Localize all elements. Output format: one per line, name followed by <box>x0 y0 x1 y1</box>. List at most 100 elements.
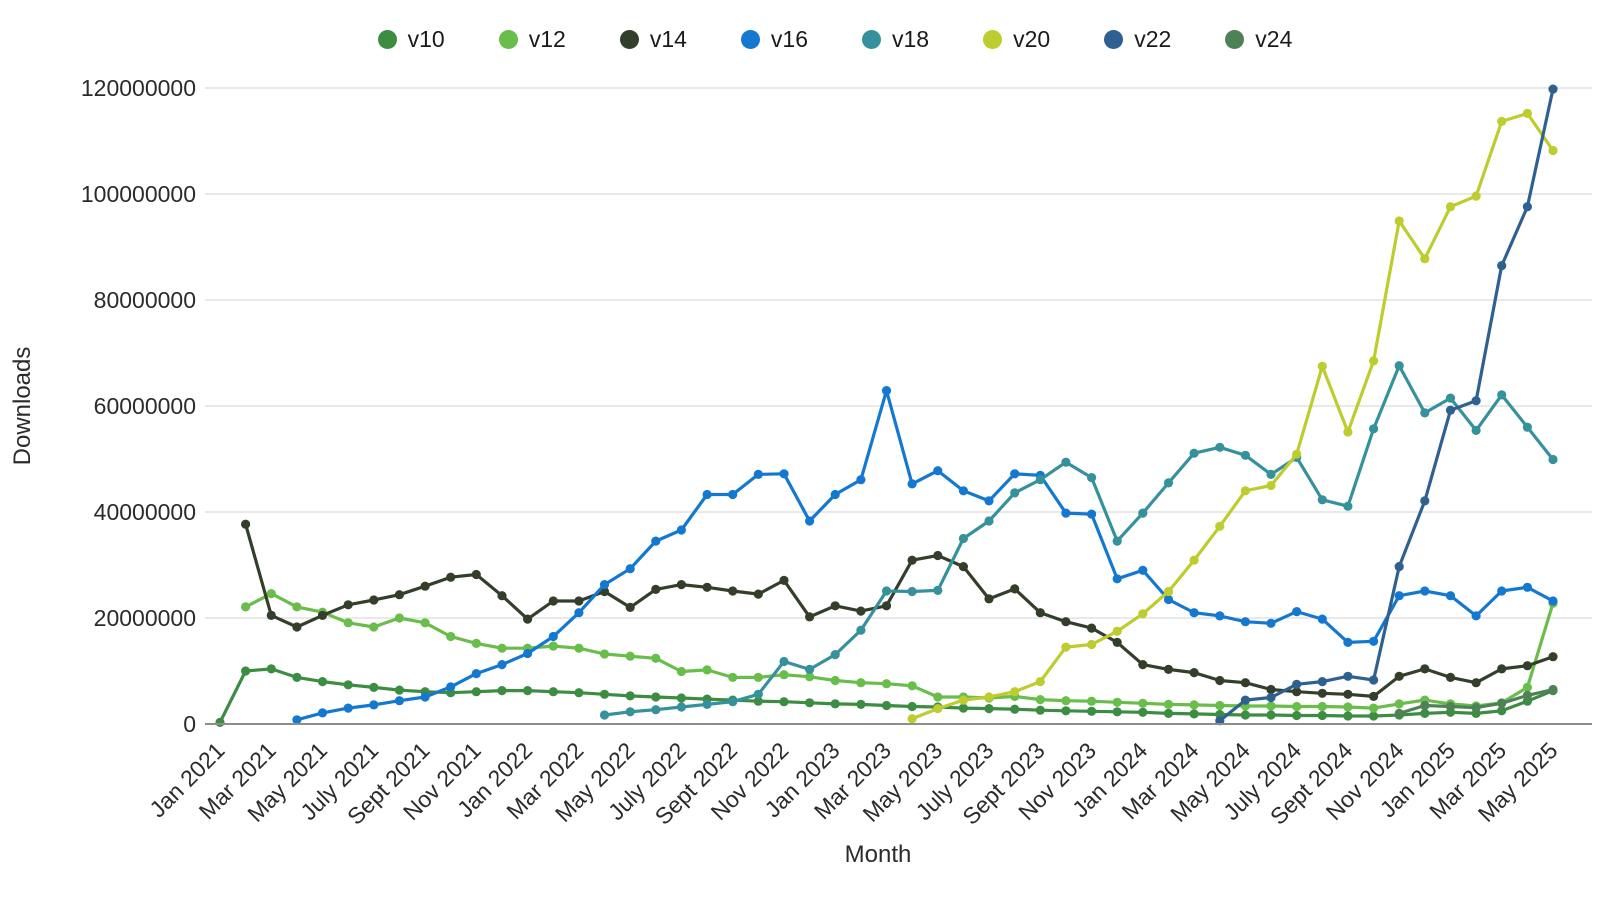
data-point-v10 <box>1343 711 1353 721</box>
data-point-v14 <box>1420 664 1430 674</box>
data-point-v20 <box>1189 555 1199 565</box>
data-point-v18 <box>881 586 892 596</box>
data-point-v16 <box>1394 591 1404 601</box>
data-point-v10 <box>753 696 763 706</box>
data-point-v16 <box>1445 591 1456 601</box>
data-point-v14 <box>1215 675 1225 686</box>
data-point-v16 <box>1420 586 1430 596</box>
data-point-v10 <box>625 691 635 701</box>
data-point-v16 <box>805 516 815 526</box>
data-point-v18 <box>779 656 789 667</box>
data-point-v14 <box>779 575 789 586</box>
data-point-v20 <box>1087 639 1097 650</box>
data-point-v20 <box>1292 449 1302 459</box>
legend-item-v24[interactable]: v24 <box>1225 26 1292 53</box>
data-point-v14 <box>471 569 481 580</box>
data-point-v16 <box>856 475 866 485</box>
legend-item-v16[interactable]: v16 <box>740 26 808 53</box>
data-point-v24 <box>1522 690 1532 701</box>
data-point-v10 <box>574 688 584 698</box>
series-line-v18 <box>602 364 1555 717</box>
series-line-v16 <box>295 389 1555 722</box>
data-point-v16 <box>1138 565 1148 575</box>
data-point-v16 <box>523 648 533 659</box>
data-point-v12 <box>266 589 276 599</box>
data-point-v18 <box>1163 478 1174 488</box>
data-point-v16 <box>548 631 558 642</box>
legend-item-v10[interactable]: v10 <box>377 26 445 53</box>
data-point-v10 <box>1369 711 1379 721</box>
data-point-v14 <box>266 610 276 621</box>
data-point-v10 <box>215 717 225 728</box>
data-point-v14 <box>856 606 866 616</box>
data-point-v16 <box>1189 608 1199 618</box>
data-point-v20 <box>1471 191 1481 201</box>
data-point-v18 <box>1394 361 1404 371</box>
legend-label-v24: v24 <box>1255 26 1293 52</box>
data-point-v12 <box>1394 699 1404 709</box>
data-point-v12 <box>933 692 943 702</box>
data-point-v10 <box>1317 710 1327 721</box>
data-point-v16 <box>830 489 840 500</box>
data-point-v12 <box>676 666 687 677</box>
data-point-v14 <box>1240 678 1250 688</box>
y-tick-label: 40000000 <box>94 499 196 525</box>
legend-swatch-v18 <box>862 30 881 49</box>
data-point-v22 <box>1394 562 1404 572</box>
legend-item-v18[interactable]: v18 <box>862 26 929 53</box>
legend-item-v14[interactable]: v14 <box>619 26 687 53</box>
data-point-v16 <box>1343 637 1353 648</box>
data-point-v12 <box>343 618 353 628</box>
legend-label-v12: v12 <box>528 26 566 52</box>
data-point-v12 <box>574 643 584 653</box>
data-point-v16 <box>907 479 917 489</box>
data-point-v12 <box>599 649 610 659</box>
data-point-v12 <box>1112 697 1122 707</box>
data-point-v12 <box>1163 699 1174 710</box>
data-point-v14 <box>625 602 635 613</box>
data-point-v14 <box>1343 689 1353 699</box>
data-point-v10 <box>1420 708 1430 719</box>
data-point-v12 <box>548 641 558 651</box>
data-point-v22 <box>1369 675 1379 685</box>
data-point-v10 <box>343 680 353 690</box>
data-point-v10 <box>1215 709 1225 720</box>
data-point-v16 <box>1548 596 1558 606</box>
data-point-v14 <box>1112 637 1122 648</box>
data-point-v12 <box>1343 702 1353 712</box>
data-point-v12 <box>1369 703 1379 713</box>
data-point-v18 <box>1087 473 1097 483</box>
data-point-v14 <box>676 580 687 590</box>
series-v20 <box>907 108 1558 724</box>
legend-label-v10: v10 <box>407 26 445 52</box>
data-point-v22 <box>1343 671 1353 681</box>
data-point-v16 <box>1317 614 1327 624</box>
data-point-v10 <box>241 666 251 676</box>
data-point-v12 <box>830 675 840 686</box>
data-point-v20 <box>1369 356 1379 366</box>
x-axis-title: Month <box>845 841 912 868</box>
data-point-v10 <box>1010 704 1020 714</box>
data-point-v18 <box>1061 457 1071 467</box>
data-point-v14 <box>497 591 507 601</box>
data-point-v20 <box>1112 626 1122 636</box>
data-point-v12 <box>1035 695 1045 705</box>
series-v22 <box>1215 84 1558 726</box>
legend-item-v20[interactable]: v20 <box>983 26 1050 53</box>
data-point-v10 <box>497 686 507 696</box>
legend-item-v12[interactable]: v12 <box>498 26 566 53</box>
data-point-v18 <box>1471 425 1481 435</box>
data-point-v18 <box>651 705 661 715</box>
data-point-v20 <box>1240 486 1250 496</box>
data-point-v20 <box>933 704 943 714</box>
series-v18 <box>599 361 1558 720</box>
data-point-v20 <box>1343 427 1353 437</box>
data-point-v20 <box>1163 586 1174 597</box>
y-axis-tick-labels: 0 20000000 40000000 60000000 80000000 1000000… <box>81 75 196 737</box>
data-point-v12 <box>805 672 815 682</box>
data-point-v14 <box>317 610 328 621</box>
legend-item-v22[interactable]: v22 <box>1104 26 1171 53</box>
data-point-v12 <box>625 651 635 661</box>
data-point-v12 <box>1061 696 1071 706</box>
